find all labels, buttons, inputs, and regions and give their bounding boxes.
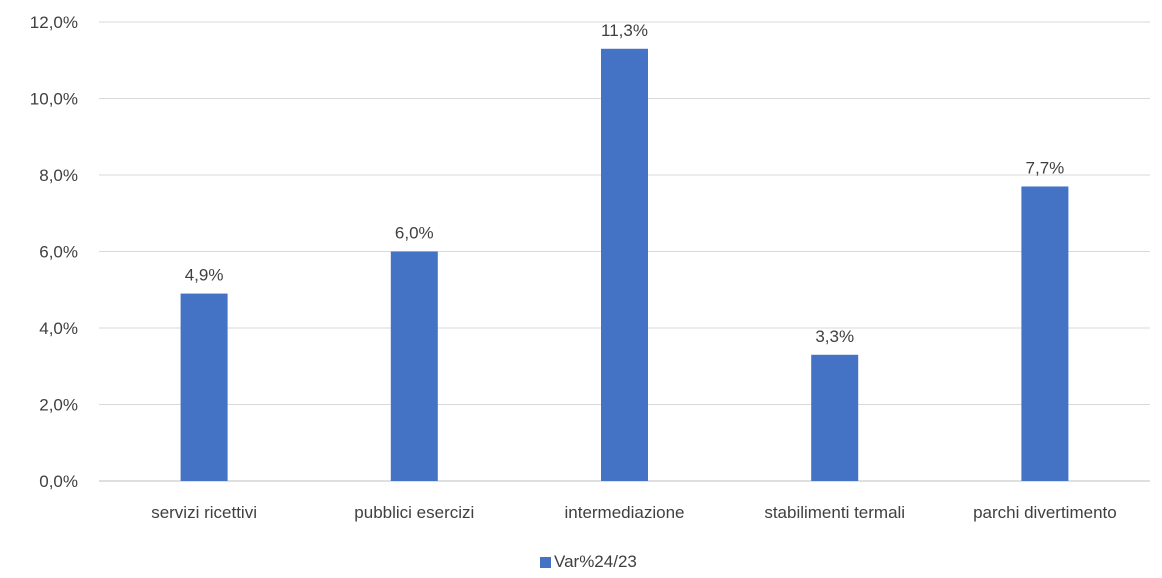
bar: [601, 48, 648, 482]
y-tick-label: 8,0%: [39, 166, 78, 185]
bars: [180, 48, 1069, 482]
data-labels: 4,9% 6,0% 11,3% 3,3% 7,7%: [185, 21, 1065, 346]
x-tick-label: parchi divertimento: [973, 503, 1117, 522]
legend: Var%24/23: [540, 552, 637, 571]
data-label: 4,9%: [185, 266, 224, 285]
y-tick-label: 6,0%: [39, 243, 78, 262]
x-tick-label: intermediazione: [564, 503, 684, 522]
x-tick-label: pubblici esercizi: [354, 503, 474, 522]
data-label: 7,7%: [1026, 158, 1065, 177]
y-axis-tick-labels: 0,0% 2,0% 4,0% 6,0% 8,0% 10,0% 12,0%: [30, 13, 78, 491]
x-tick-label: servizi ricettivi: [151, 503, 257, 522]
data-label: 11,3%: [601, 21, 648, 40]
y-tick-label: 0,0%: [39, 472, 78, 491]
legend-label: Var%24/23: [554, 552, 637, 571]
bar: [811, 354, 859, 481]
data-label: 3,3%: [815, 327, 854, 346]
y-tick-label: 2,0%: [39, 396, 78, 415]
x-axis-tick-labels: servizi ricettivi pubblici esercizi interm…: [151, 503, 1117, 522]
data-label: 6,0%: [395, 224, 434, 243]
y-tick-label: 12,0%: [30, 13, 78, 32]
y-tick-label: 4,0%: [39, 319, 78, 338]
y-tick-label: 10,0%: [30, 90, 78, 109]
legend-swatch: [540, 557, 551, 568]
bar: [180, 293, 228, 481]
x-tick-label: stabilimenti termali: [764, 503, 905, 522]
bar: [1021, 186, 1069, 481]
bar: [390, 251, 438, 481]
